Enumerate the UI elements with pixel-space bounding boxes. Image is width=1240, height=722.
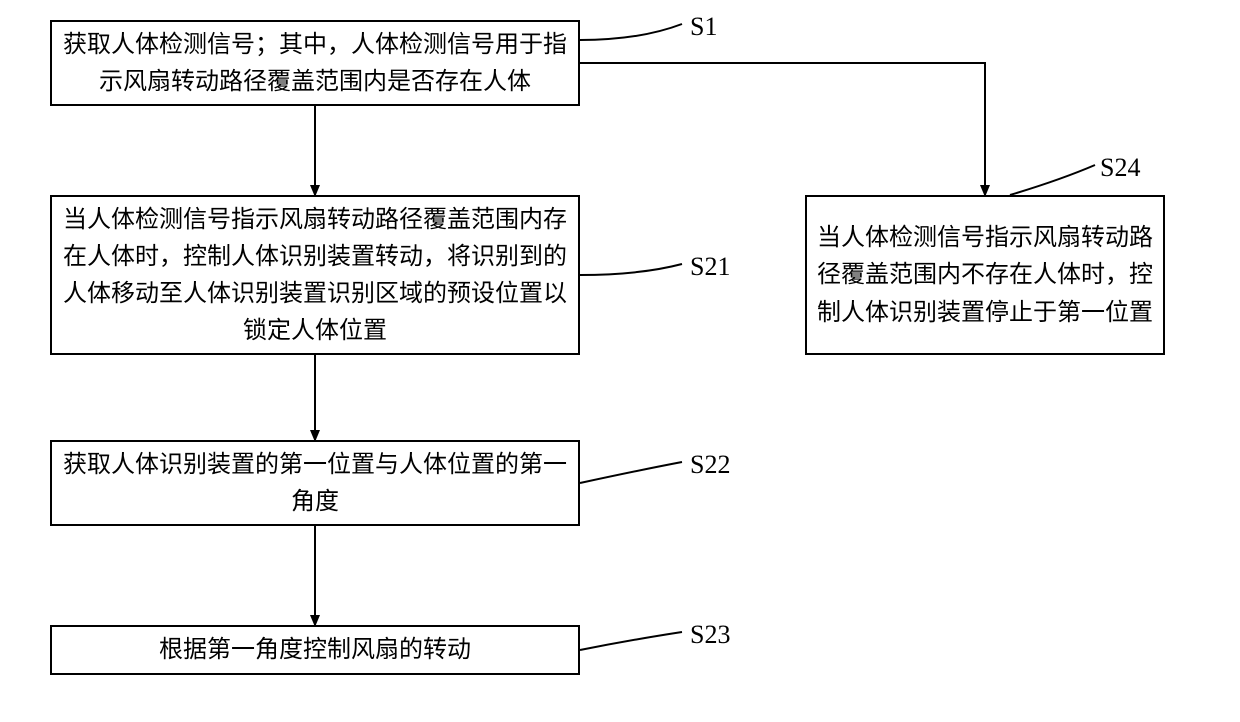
label-s22: S22: [690, 450, 730, 480]
node-s1-text: 获取人体检测信号；其中，人体检测信号用于指示风扇转动路径覆盖范围内是否存在人体: [62, 26, 568, 100]
node-s21: 当人体检测信号指示风扇转动路径覆盖范围内存在人体时，控制人体识别装置转动，将识别…: [50, 195, 580, 355]
label-s1: S1: [690, 12, 717, 42]
node-s24: 当人体检测信号指示风扇转动路径覆盖范围内不存在人体时，控制人体识别装置停止于第一…: [805, 195, 1165, 355]
label-s21: S21: [690, 252, 730, 282]
node-s1: 获取人体检测信号；其中，人体检测信号用于指示风扇转动路径覆盖范围内是否存在人体: [50, 20, 580, 106]
label-s24: S24: [1100, 153, 1140, 183]
node-s24-text: 当人体检测信号指示风扇转动路径覆盖范围内不存在人体时，控制人体识别装置停止于第一…: [817, 219, 1153, 331]
node-s23-text: 根据第一角度控制风扇的转动: [159, 631, 471, 668]
node-s22-text: 获取人体识别装置的第一位置与人体位置的第一角度: [62, 446, 568, 520]
node-s23: 根据第一角度控制风扇的转动: [50, 625, 580, 675]
flowchart-canvas: 获取人体检测信号；其中，人体检测信号用于指示风扇转动路径覆盖范围内是否存在人体 …: [0, 0, 1240, 722]
node-s22: 获取人体识别装置的第一位置与人体位置的第一角度: [50, 440, 580, 526]
node-s21-text: 当人体检测信号指示风扇转动路径覆盖范围内存在人体时，控制人体识别装置转动，将识别…: [62, 201, 568, 350]
arrows-overlay: [0, 0, 1240, 722]
label-s23: S23: [690, 620, 730, 650]
